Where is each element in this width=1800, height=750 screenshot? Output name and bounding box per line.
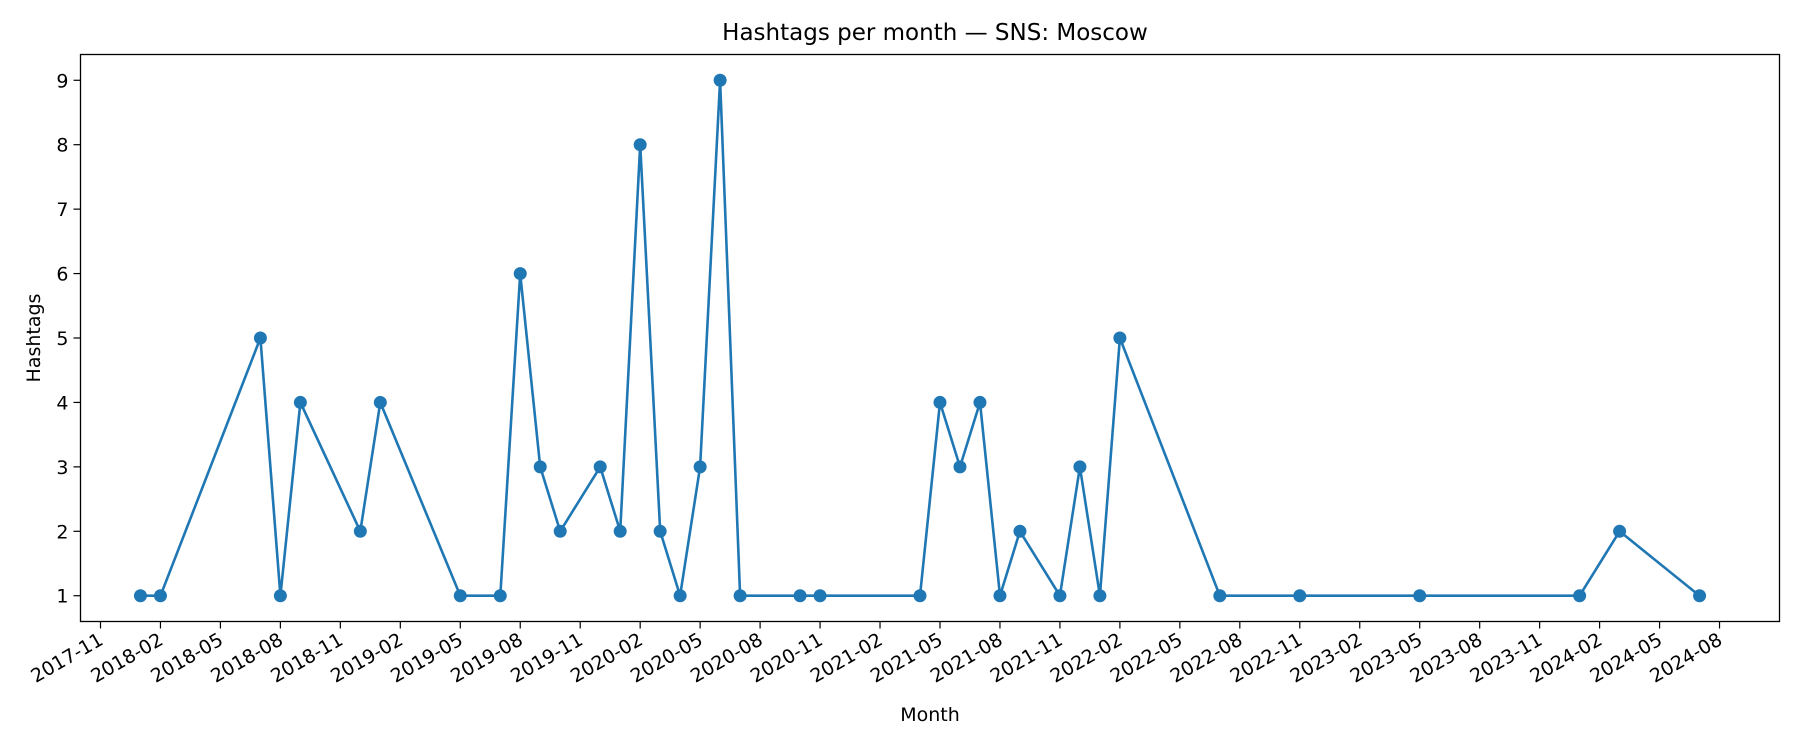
data-point — [553, 524, 567, 538]
data-point — [693, 460, 707, 474]
data-point — [373, 395, 387, 409]
data-point — [953, 460, 967, 474]
data-point — [813, 589, 827, 603]
y-tick-label: 6 — [56, 264, 68, 286]
y-tick-label: 8 — [56, 135, 68, 157]
data-point — [153, 589, 167, 603]
data-point — [1293, 589, 1307, 603]
data-point — [353, 524, 367, 538]
data-point — [933, 395, 947, 409]
data-point — [1693, 589, 1707, 603]
y-tick-label: 5 — [56, 328, 68, 350]
data-point — [1013, 524, 1027, 538]
data-point — [1613, 524, 1627, 538]
data-point — [1213, 589, 1227, 603]
data-point — [1413, 589, 1427, 603]
data-point — [673, 589, 687, 603]
x-axis: 2017-112018-022018-052018-082018-112019-… — [27, 621, 1726, 688]
data-point — [613, 524, 627, 538]
y-axis-title: Hashtags — [23, 294, 45, 383]
data-point — [993, 589, 1007, 603]
data-point — [1053, 589, 1067, 603]
data-point — [513, 267, 527, 281]
chart-title: Hashtags per month — SNS: Moscow — [722, 20, 1148, 46]
data-point — [1073, 460, 1087, 474]
series-line — [140, 79, 1701, 598]
plot-frame — [79, 53, 1781, 623]
data-point — [633, 138, 647, 152]
y-tick-label: 2 — [56, 521, 68, 543]
data-point — [593, 460, 607, 474]
data-point — [713, 73, 727, 87]
y-tick-label: 3 — [56, 457, 68, 479]
data-point — [733, 589, 747, 603]
y-tick-label: 1 — [56, 586, 68, 608]
y-tick-label: 4 — [56, 392, 68, 414]
data-point — [453, 589, 467, 603]
data-point — [973, 395, 987, 409]
data-point — [913, 589, 927, 603]
x-axis-title: Month — [900, 704, 960, 726]
data-point — [133, 589, 147, 603]
data-point — [1093, 589, 1107, 603]
data-points — [133, 73, 1707, 603]
data-point — [1113, 331, 1127, 345]
data-point — [273, 589, 287, 603]
data-point — [533, 460, 547, 474]
y-tick-label: 7 — [56, 199, 68, 221]
data-point — [793, 589, 807, 603]
data-point — [653, 524, 667, 538]
data-point — [1573, 589, 1587, 603]
y-tick-label: 9 — [56, 70, 68, 92]
data-point — [293, 395, 307, 409]
data-point — [493, 589, 507, 603]
data-point — [253, 331, 267, 345]
y-axis: 1 2 3 4 5 6 7 8 9 — [56, 70, 81, 608]
